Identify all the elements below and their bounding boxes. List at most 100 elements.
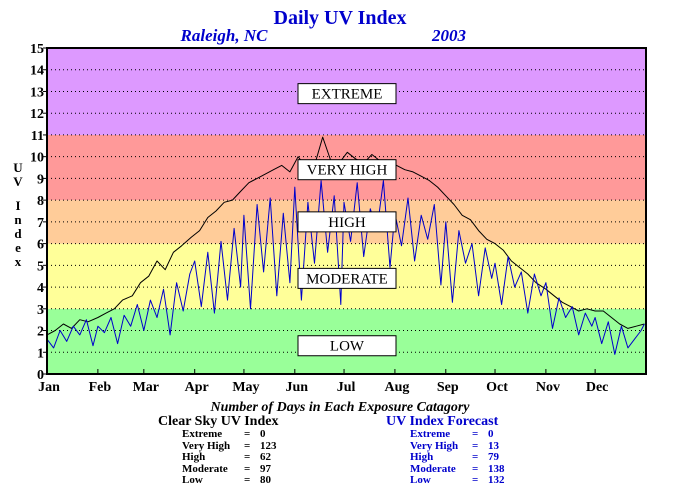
- y-tick-label: 2: [37, 325, 44, 340]
- stat-name: High: [182, 451, 206, 463]
- zone-label: EXTREME: [297, 83, 397, 105]
- zone-label: VERY HIGH: [297, 159, 397, 181]
- y-label-char: e: [15, 240, 21, 255]
- uv-index-chart: Daily UV Index Raleigh, NC 2003 LOW MODER…: [13, 7, 647, 395]
- stat-name: Moderate: [410, 462, 456, 475]
- stat-value: 97: [260, 462, 271, 475]
- stats-row: Moderate = 138: [410, 462, 505, 476]
- zone-label: MODERATE: [297, 267, 397, 289]
- stat-eq: =: [244, 474, 251, 486]
- x-tick-label: Aug: [384, 380, 409, 395]
- stat-eq: =: [244, 451, 251, 463]
- clear-sky-title: Clear Sky UV Index: [158, 414, 279, 429]
- stat-value: 132: [488, 474, 505, 486]
- stat-eq: =: [244, 439, 251, 452]
- y-label-char: x: [15, 254, 22, 269]
- x-tick-label: Sep: [437, 380, 459, 395]
- stat-value: 123: [260, 439, 277, 452]
- stat-eq: =: [472, 474, 479, 486]
- zone-label: HIGH: [297, 211, 397, 233]
- x-tick-label: Dec: [586, 380, 609, 395]
- zone-label-box: [297, 267, 397, 289]
- stat-value: 62: [260, 451, 271, 463]
- x-tick-label: Mar: [133, 380, 159, 395]
- zone-label-text: HIGH: [328, 215, 366, 231]
- x-tick-label: Jul: [337, 380, 356, 395]
- forecast-table: Extreme = 0 Very High = 13 High = 79 Moderate =…: [410, 428, 505, 487]
- x-axis: Jan Feb Mar Apr May Jun Jul Aug Sep Oct Nov Dec: [38, 369, 608, 395]
- zone-label-text: MODERATE: [306, 271, 388, 287]
- x-tick-label: Jun: [286, 380, 309, 395]
- stat-name: Moderate: [182, 462, 228, 475]
- forecast-title: UV Index Forecast: [386, 414, 499, 429]
- clear-sky-table: Extreme = 0 Very High = 123 High = 62 Moderate…: [182, 428, 277, 487]
- x-tick-label: Feb: [89, 380, 112, 395]
- y-tick-label: 9: [37, 172, 44, 187]
- stat-name: Low: [182, 474, 203, 486]
- y-tick-label: 13: [30, 85, 44, 100]
- zone-label-text: LOW: [330, 339, 365, 355]
- y-label-char: d: [14, 226, 22, 241]
- zone-label-text: EXTREME: [312, 87, 383, 103]
- zone-label-text: VERY HIGH: [307, 163, 388, 179]
- zone-label-box: [297, 83, 397, 105]
- y-label-char: n: [14, 212, 22, 227]
- zone-label-box: [297, 335, 397, 357]
- stat-eq: =: [472, 428, 479, 440]
- y-tick-label: 4: [37, 281, 44, 296]
- chart-title: Daily UV Index: [274, 7, 407, 29]
- y-tick-label: 1: [37, 346, 44, 361]
- y-tick-label: 8: [37, 194, 44, 209]
- stats-row: Very High = 123: [182, 439, 277, 453]
- y-tick-label: 11: [31, 129, 44, 144]
- stat-value: 0: [260, 428, 266, 440]
- x-tick-label: May: [232, 380, 259, 395]
- stat-value: 80: [260, 474, 271, 486]
- x-tick-label: Oct: [486, 380, 508, 395]
- location-label: Raleigh, NC: [180, 26, 269, 45]
- stats-row: High = 62: [182, 451, 277, 464]
- zone-label-box: [297, 159, 397, 181]
- stat-eq: =: [244, 462, 251, 475]
- stat-name: Very High: [410, 439, 459, 452]
- y-label-char: U: [13, 160, 23, 175]
- zone-label-box: [297, 211, 397, 233]
- plot-frame: [46, 47, 647, 375]
- stat-eq: =: [472, 439, 479, 452]
- stat-name: Low: [410, 474, 431, 486]
- y-tick-label: 0: [37, 368, 44, 383]
- stat-value: 13: [488, 439, 499, 452]
- y-tick-label: 15: [30, 42, 44, 57]
- zone-labels: LOW MODERATE HIGH VERY HIGH EXTREME: [297, 83, 397, 357]
- y-label-char: I: [15, 198, 20, 213]
- stats-caption: Number of Days in Each Exposure Catagory: [210, 400, 470, 415]
- year-label: 2003: [431, 26, 467, 45]
- stats-row: Extreme = 0: [182, 428, 277, 441]
- y-tick-label: 14: [30, 64, 44, 79]
- y-tick-label: 5: [37, 259, 44, 274]
- y-label-char: V: [13, 174, 23, 189]
- y-tick-label: 10: [30, 151, 44, 166]
- x-tick-label: Nov: [536, 380, 560, 395]
- clear-sky-line: [46, 136, 645, 336]
- zone-label: LOW: [297, 335, 397, 357]
- stat-eq: =: [472, 451, 479, 463]
- stats-row: Moderate = 97: [182, 462, 277, 476]
- stat-eq: =: [472, 462, 479, 475]
- stat-name: Extreme: [410, 428, 451, 440]
- stats-row: Very High = 13: [410, 439, 505, 453]
- x-tick-label: Jan: [38, 380, 60, 395]
- stat-value: 0: [488, 428, 494, 440]
- stat-name: Extreme: [182, 428, 223, 440]
- stat-name: Very High: [182, 439, 231, 452]
- stats-row: High = 79: [410, 451, 505, 464]
- stats-row: Low = 80: [182, 474, 277, 487]
- stat-value: 79: [488, 451, 499, 463]
- y-tick-label: 7: [37, 216, 44, 231]
- stat-value: 138: [488, 462, 505, 475]
- y-tick-label: 12: [30, 107, 44, 122]
- forecast-stats: UV Index Forecast Extreme = 0 Very High = 13…: [386, 414, 505, 487]
- stats-row: Low = 132: [410, 474, 505, 487]
- x-tick-label: Apr: [185, 380, 209, 395]
